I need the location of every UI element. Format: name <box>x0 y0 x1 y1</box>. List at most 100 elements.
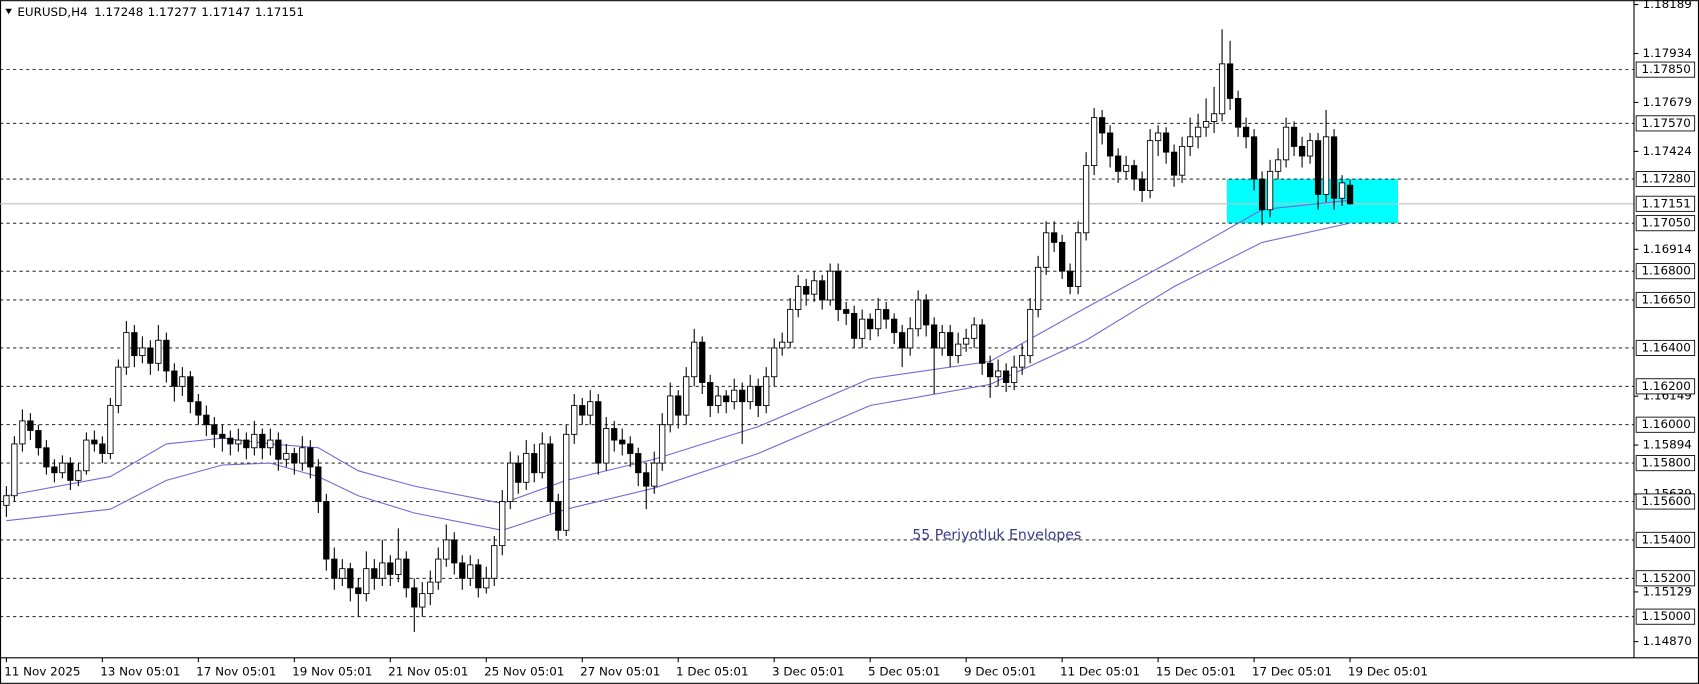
candle-body <box>299 447 306 464</box>
candle-body <box>107 405 114 454</box>
candle-body <box>875 309 882 330</box>
candle-body <box>499 501 506 547</box>
candle-body <box>811 280 818 295</box>
level-label-box <box>1635 570 1696 587</box>
level-label-box <box>1635 493 1696 510</box>
candle-body <box>67 462 74 481</box>
candle-body <box>371 568 378 579</box>
x-tick-label: 11 Dec 05:01 <box>1060 664 1140 678</box>
candle-body <box>195 401 202 416</box>
y-tick-label: 1.14870 <box>1643 634 1692 648</box>
x-tick-label: 9 Dec 05:01 <box>964 664 1036 678</box>
candle-body <box>1186 136 1194 147</box>
candle-body <box>515 462 522 483</box>
candle-body <box>507 462 514 502</box>
candle-body <box>11 443 18 497</box>
menu-triangle[interactable] <box>5 8 12 15</box>
candle-body <box>795 286 802 310</box>
open-value: 1.17248 <box>94 5 143 19</box>
candle-body <box>395 558 402 575</box>
level-label: 1.15800 <box>1642 456 1691 470</box>
candle-body <box>547 443 554 502</box>
candle-body <box>531 453 538 474</box>
level-label: 1.17050 <box>1642 216 1691 230</box>
candle-body <box>291 453 298 464</box>
candle-body <box>1218 63 1226 115</box>
candle-body <box>659 424 666 464</box>
candle-body <box>1098 117 1106 134</box>
candle-body <box>867 318 874 330</box>
candle-body <box>635 453 642 474</box>
candle-body <box>131 332 138 357</box>
candle-body <box>1226 63 1234 99</box>
candle-body <box>851 312 858 339</box>
x-tick-label: 19 Nov 05:01 <box>292 664 372 678</box>
candle-body <box>451 539 458 564</box>
candle-body <box>651 462 658 487</box>
level-label-box <box>1635 416 1696 433</box>
candle-body <box>827 270 834 301</box>
candle-body <box>1314 140 1322 195</box>
annotation: 55 Periyotluk Envelopes <box>912 527 1081 543</box>
candle-body <box>939 332 946 349</box>
candle-body <box>963 337 970 345</box>
level-label: 1.15400 <box>1642 532 1691 546</box>
candle-body <box>731 389 738 403</box>
candle-body <box>611 428 618 441</box>
y-tick-label: 1.15129 <box>1643 584 1692 598</box>
candle-body <box>555 501 562 531</box>
candle-body <box>915 299 922 330</box>
candle-body <box>987 362 994 378</box>
level-label-box <box>1635 115 1696 132</box>
candle-body <box>1194 126 1202 138</box>
candle-body <box>1130 165 1138 180</box>
candle-body <box>739 389 746 403</box>
level-label: 1.16650 <box>1642 292 1691 306</box>
candle-body <box>219 433 226 439</box>
candle-body <box>179 376 186 387</box>
candle-body <box>475 564 482 589</box>
candle-body <box>883 309 890 320</box>
candle-body <box>1050 232 1058 243</box>
x-tick-label: 15 Dec 05:01 <box>1156 664 1236 678</box>
candle-body <box>1058 241 1066 272</box>
candle-body <box>587 401 594 416</box>
candle-body <box>419 593 426 608</box>
level-label: 1.15000 <box>1642 609 1691 623</box>
y-tick-label: 1.16914 <box>1643 242 1692 256</box>
candle-body <box>403 558 410 589</box>
candle-body <box>227 437 234 445</box>
level-label-box <box>1635 378 1696 395</box>
candle-body <box>1026 309 1034 357</box>
y-tick-label: 1.18189 <box>1643 0 1692 11</box>
candle-body <box>771 347 778 378</box>
marks-layer <box>3 29 1354 633</box>
level-label-box <box>1635 455 1696 472</box>
candle-body <box>1018 355 1026 368</box>
candle-body <box>1306 140 1314 157</box>
low-value: 1.17147 <box>201 5 250 19</box>
candle-body <box>83 439 90 472</box>
candle-body <box>1154 132 1162 142</box>
candle-body <box>307 447 314 468</box>
candle-body <box>819 280 826 301</box>
current-price-label: 1.17151 <box>1642 196 1691 210</box>
candle-body <box>1290 126 1298 147</box>
candle-body <box>995 370 1002 378</box>
candle-body <box>267 439 274 449</box>
candle-body <box>363 568 370 595</box>
level-label: 1.15200 <box>1642 571 1691 585</box>
candle-body <box>75 470 82 481</box>
candle-body <box>523 453 530 483</box>
candle-body <box>1138 178 1146 191</box>
candle-body <box>1066 270 1074 287</box>
close-value: 1.17151 <box>255 5 304 19</box>
candle-body <box>907 328 914 349</box>
candle-body <box>19 420 26 445</box>
candle-body <box>43 447 50 468</box>
candle-body <box>51 466 58 474</box>
candle-body <box>323 501 330 560</box>
